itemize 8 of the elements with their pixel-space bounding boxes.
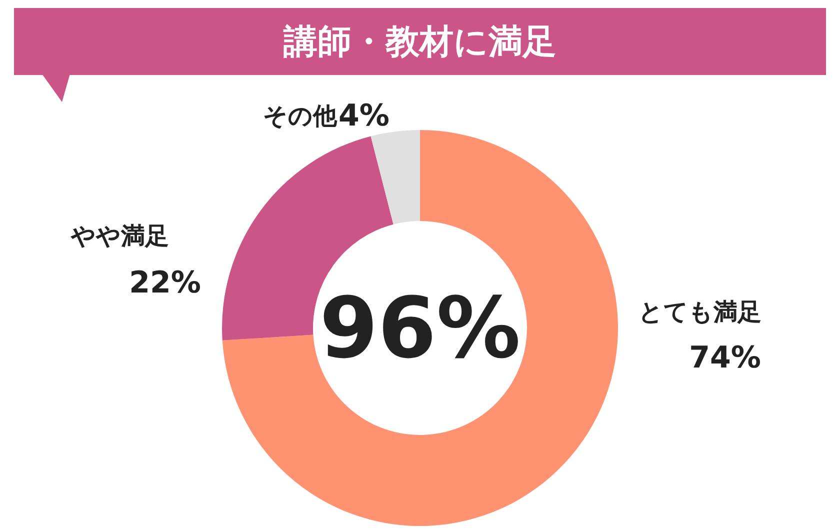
slice-label: その他 — [263, 102, 338, 130]
data-label: 74% — [689, 340, 761, 376]
data-label: 22% — [129, 266, 201, 300]
slice-label: とても満足 — [638, 298, 762, 326]
slice-label: やや満足 — [70, 222, 169, 250]
text: 96% — [319, 279, 521, 377]
data-label: 4% — [338, 98, 390, 134]
chart-title: 講師・教材に満足 — [282, 22, 556, 62]
